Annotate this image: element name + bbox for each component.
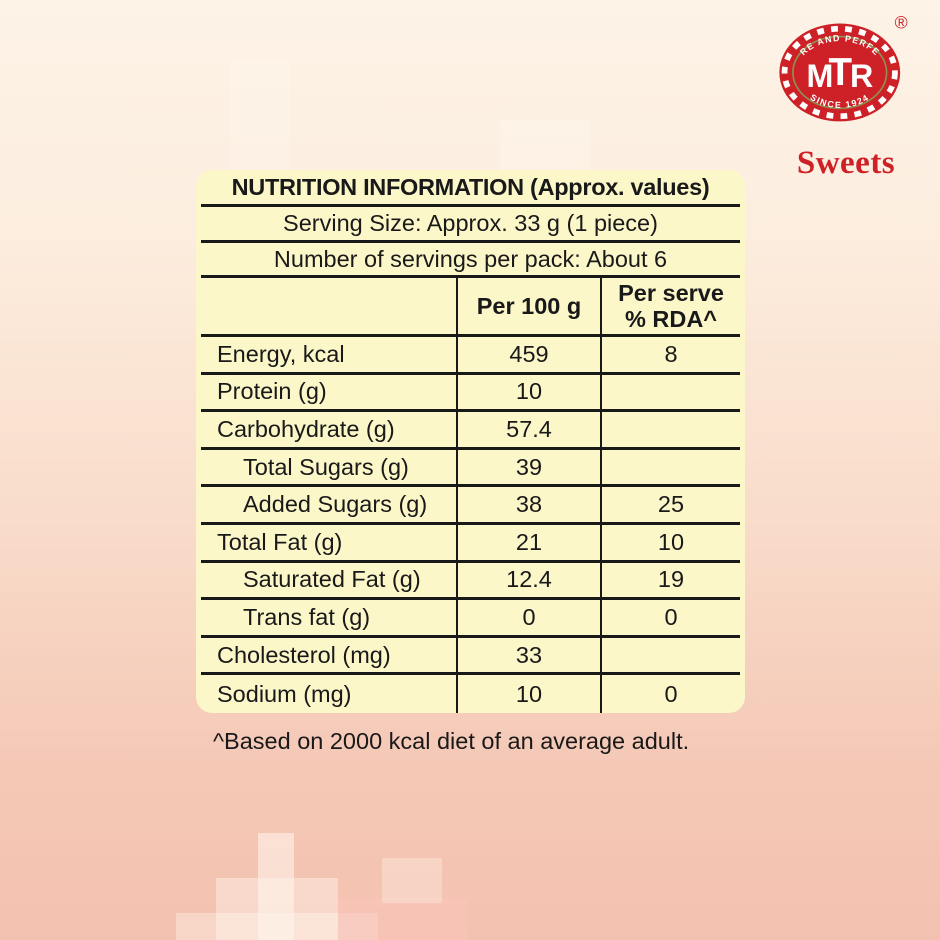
mtr-logo: PURE AND PERFECT SINCE 1924 M R T ® (769, 2, 908, 122)
per-serve-rda-value (600, 412, 740, 447)
logo-olive-ring (792, 35, 888, 110)
per-100g-value: 10 (456, 374, 600, 410)
logo-monogram-m: M (807, 58, 834, 94)
per-serve-rda-value: 25 (600, 487, 740, 522)
registered-trademark-icon: ® (895, 13, 908, 33)
table-row: Added Sugars (g) 38 25 (201, 487, 740, 525)
nutrient-label: Protein (g) (217, 378, 327, 405)
per-100g-value: 0 (456, 600, 600, 635)
table-row: Cholesterol (mg) 33 (201, 637, 740, 676)
table-row: Trans fat (g) 0 0 (201, 600, 740, 638)
per-serve-rda-value: 10 (600, 524, 740, 560)
per-100g-value: 38 (456, 487, 600, 522)
per-serve-rda-column-header: Per serve % RDA^ (600, 278, 740, 334)
logo-monogram-r: R (850, 58, 873, 94)
per-serve-header-line1: Per serve (618, 280, 724, 306)
table-row: Sodium (mg) 10 0 (201, 675, 740, 713)
background-pattern (338, 898, 468, 940)
nutrient-column-header (201, 278, 456, 334)
table-row: Energy, kcal 459 8 (201, 337, 740, 375)
nutrient-label: Trans fat (g) (243, 603, 371, 630)
logo-perforation-ring (781, 25, 898, 120)
table-row: Total Sugars (g) 39 (201, 449, 740, 488)
per-serve-rda-value (600, 637, 740, 673)
brand-wordmark: Sweets (796, 145, 896, 181)
nutrient-label: Added Sugars (g) (243, 491, 428, 518)
per-serve-rda-value (600, 374, 740, 410)
per-serve-rda-value: 0 (600, 675, 740, 713)
table-row: Carbohydrate (g) 57.4 (201, 412, 740, 450)
nutrient-label: Total Fat (g) (217, 528, 343, 555)
nutrition-panel: NUTRITION INFORMATION (Approx. values) S… (196, 170, 745, 713)
per-serve-header-line2: % RDA^ (624, 306, 718, 332)
per-100g-value: 10 (456, 675, 600, 713)
per-100g-column-header: Per 100 g (456, 278, 600, 334)
table-row: Saturated Fat (g) 12.4 19 (201, 562, 740, 601)
nutrient-label: Cholesterol (mg) (217, 641, 391, 668)
per-100g-value: 21 (456, 524, 600, 560)
background-pattern (382, 858, 442, 903)
per-100g-value: 57.4 (456, 412, 600, 447)
per-100g-value: 459 (456, 337, 600, 372)
logo-stamp-oval (779, 23, 901, 122)
table-row: Total Fat (g) 21 10 (201, 524, 740, 563)
table-title: NUTRITION INFORMATION (Approx. values) (201, 170, 740, 207)
serving-size-row: Serving Size: Approx. 33 g (1 piece) (201, 207, 740, 243)
per-100g-value: 33 (456, 637, 600, 673)
per-serve-rda-value: 19 (600, 562, 740, 598)
background-pattern (216, 878, 338, 940)
background-pattern (258, 833, 294, 940)
per-serve-rda-value (600, 449, 740, 485)
nutrient-label: Total Sugars (g) (243, 453, 409, 480)
servings-per-pack-row: Number of servings per pack: About 6 (201, 243, 740, 278)
per-serve-rda-value: 0 (600, 600, 740, 635)
nutrient-label: Carbohydrate (g) (217, 415, 395, 442)
nutrient-label: Sodium (mg) (217, 680, 352, 707)
rda-footnote: ^Based on 2000 kcal diet of an average a… (213, 728, 690, 754)
per-serve-rda-value: 8 (600, 337, 740, 372)
logo-monogram-t: T (829, 51, 853, 94)
table-row: Protein (g) 10 (201, 374, 740, 413)
nutrient-label: Saturated Fat (g) (243, 566, 421, 593)
column-header-row: Per 100 g Per serve % RDA^ (201, 278, 740, 337)
brand-block: PURE AND PERFECT SINCE 1924 M R T ® Swee… (769, 2, 920, 182)
per-100g-value: 39 (456, 449, 600, 485)
per-100g-value: 12.4 (456, 562, 600, 598)
background-pattern (230, 60, 290, 180)
nutrient-label: Energy, kcal (217, 340, 345, 367)
